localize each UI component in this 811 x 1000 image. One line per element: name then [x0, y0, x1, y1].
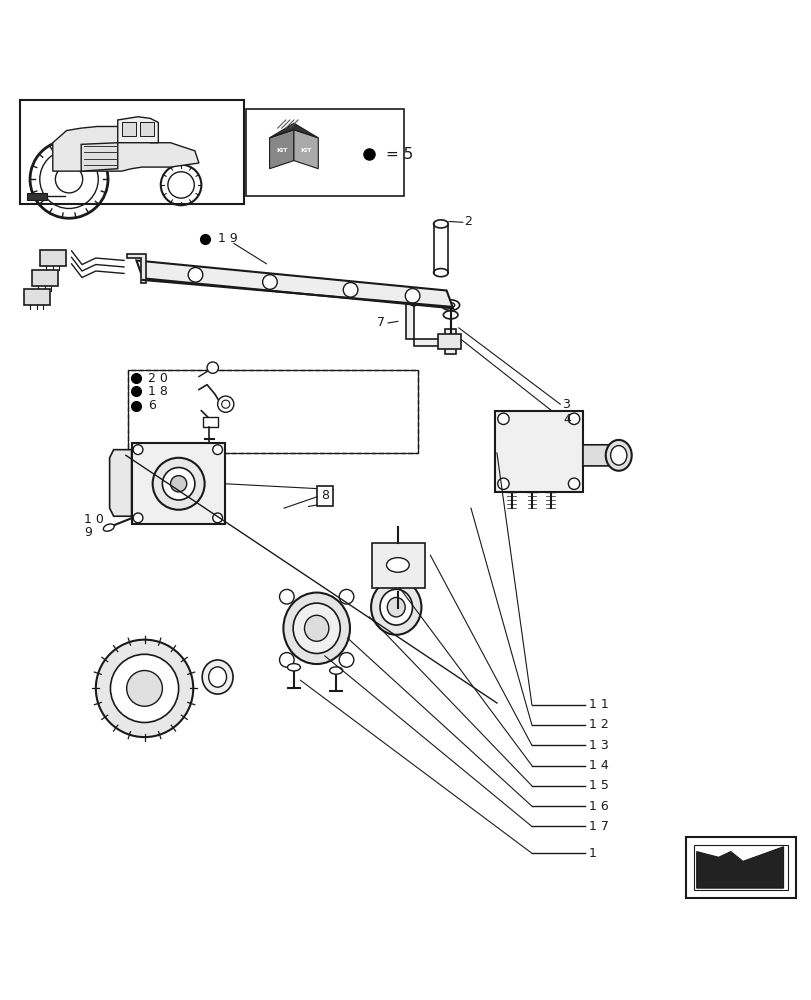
Circle shape — [152, 458, 204, 510]
Bar — [131, 443, 225, 524]
Text: 1: 1 — [588, 847, 596, 860]
Text: 1 2: 1 2 — [588, 718, 607, 731]
Circle shape — [339, 589, 354, 604]
Ellipse shape — [386, 558, 409, 572]
Text: 1 6: 1 6 — [588, 800, 607, 813]
Polygon shape — [399, 299, 456, 354]
Ellipse shape — [371, 580, 421, 635]
Circle shape — [217, 396, 234, 412]
Circle shape — [497, 478, 508, 489]
Bar — [685, 837, 795, 898]
Polygon shape — [118, 117, 158, 143]
Text: 6: 6 — [148, 399, 156, 412]
Text: 1 3: 1 3 — [588, 739, 607, 752]
Ellipse shape — [433, 269, 448, 277]
Bar — [128, 370, 418, 453]
Text: 1 8: 1 8 — [148, 385, 167, 398]
Circle shape — [207, 362, 218, 373]
Circle shape — [212, 445, 222, 455]
Text: 1 5: 1 5 — [588, 779, 607, 792]
Polygon shape — [53, 126, 199, 171]
Text: 1 0: 1 0 — [84, 513, 104, 526]
Text: KIT: KIT — [300, 148, 311, 153]
Ellipse shape — [380, 589, 412, 625]
Circle shape — [127, 671, 162, 706]
Polygon shape — [27, 193, 47, 200]
Circle shape — [170, 476, 187, 492]
Polygon shape — [136, 260, 453, 308]
Ellipse shape — [208, 667, 226, 687]
Circle shape — [568, 478, 579, 489]
Bar — [495, 411, 582, 492]
Text: 1 1: 1 1 — [588, 698, 607, 711]
Circle shape — [221, 400, 230, 408]
Circle shape — [568, 413, 579, 424]
Text: 2: 2 — [464, 215, 472, 228]
Ellipse shape — [103, 524, 114, 531]
Circle shape — [212, 513, 222, 523]
Ellipse shape — [304, 615, 328, 641]
Text: 1 9: 1 9 — [217, 232, 237, 245]
Ellipse shape — [387, 597, 405, 617]
Bar — [122, 122, 136, 136]
Text: 2 0: 2 0 — [148, 372, 167, 385]
Bar — [246, 109, 404, 196]
Ellipse shape — [605, 440, 631, 471]
Circle shape — [133, 513, 143, 523]
Circle shape — [343, 283, 358, 297]
Ellipse shape — [293, 603, 340, 653]
Text: 1 4: 1 4 — [588, 759, 607, 772]
Circle shape — [497, 413, 508, 424]
Polygon shape — [696, 847, 783, 888]
Text: 7: 7 — [376, 316, 384, 329]
Circle shape — [405, 289, 419, 303]
Bar — [371, 543, 424, 588]
Ellipse shape — [610, 446, 626, 465]
Ellipse shape — [444, 334, 456, 341]
Ellipse shape — [443, 311, 457, 319]
Circle shape — [110, 654, 178, 722]
Bar — [139, 122, 154, 136]
Polygon shape — [127, 254, 146, 283]
Ellipse shape — [441, 300, 459, 310]
Text: 3: 3 — [561, 398, 569, 411]
Polygon shape — [269, 130, 294, 169]
Ellipse shape — [433, 220, 448, 228]
Bar — [24, 289, 49, 305]
Circle shape — [409, 296, 418, 306]
Circle shape — [339, 653, 354, 667]
Bar — [438, 334, 461, 349]
Ellipse shape — [329, 667, 342, 674]
Text: KIT: KIT — [276, 148, 287, 153]
Circle shape — [96, 640, 193, 737]
Circle shape — [279, 653, 294, 667]
Text: 9: 9 — [84, 526, 92, 539]
Text: 1 7: 1 7 — [588, 820, 607, 833]
Circle shape — [133, 445, 143, 455]
Polygon shape — [269, 123, 318, 138]
Bar — [40, 250, 66, 266]
Text: 8: 8 — [320, 489, 328, 502]
Bar — [20, 100, 243, 204]
Circle shape — [162, 468, 195, 500]
Bar — [128, 370, 418, 453]
Text: = 5: = 5 — [385, 147, 413, 162]
Ellipse shape — [287, 664, 300, 671]
Circle shape — [188, 267, 203, 282]
Ellipse shape — [202, 660, 233, 694]
Circle shape — [279, 589, 294, 604]
Text: 4: 4 — [563, 413, 571, 426]
Ellipse shape — [446, 303, 454, 308]
Polygon shape — [81, 143, 118, 171]
Bar — [203, 417, 217, 427]
Polygon shape — [582, 445, 615, 466]
Circle shape — [262, 275, 277, 289]
Bar — [32, 270, 58, 286]
Ellipse shape — [283, 593, 350, 664]
Polygon shape — [294, 130, 318, 169]
Polygon shape — [109, 450, 131, 516]
